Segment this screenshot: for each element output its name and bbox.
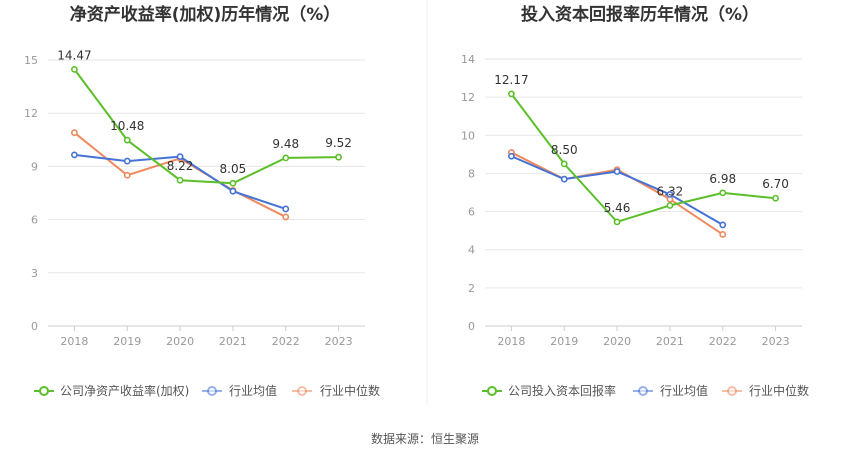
roe-company-point[interactable] — [282, 154, 290, 162]
legend-item-company[interactable]: 公司投入资本回报率 — [482, 383, 616, 398]
roe-y-tick-label: 9 — [31, 160, 38, 173]
legend-median-marker — [727, 386, 737, 396]
roe-company-point[interactable] — [335, 153, 342, 161]
roic-x-tick-label: 2018 — [497, 335, 525, 348]
roic-company-point[interactable] — [719, 189, 727, 197]
roic-industry-median-point[interactable] — [719, 231, 727, 238]
roe-x-tick-label: 2022 — [272, 335, 300, 348]
legend-company-marker — [39, 386, 49, 396]
roe-company-data-label: 8.05 — [220, 162, 247, 176]
roe-company-data-label: 9.52 — [325, 136, 352, 150]
roic-company-point[interactable] — [666, 202, 674, 209]
roe-company-data-label: 8.22 — [167, 159, 194, 173]
roe-company-data-label: 14.47 — [57, 48, 91, 62]
roic-company-data-label: 6.70 — [762, 177, 789, 191]
legend-company-label: 公司投入资本回报率 — [508, 383, 616, 398]
roic-industry-avg-point[interactable] — [560, 175, 568, 183]
roe-industry-median-point[interactable] — [123, 171, 131, 179]
roe-industry-median-point[interactable] — [71, 129, 78, 137]
roe-industry-avg-point[interactable] — [71, 151, 78, 159]
legend-item-industry-avg[interactable]: 行业均值 — [633, 383, 708, 398]
legend-median-label: 行业中位数 — [749, 383, 809, 398]
roic-x-tick-label: 2023 — [762, 335, 790, 348]
roic-chart-title: 投入资本回报率历年情况（%） — [521, 4, 759, 25]
legend-company-marker — [487, 386, 497, 396]
roic-y-tick-label: 6 — [468, 206, 475, 219]
roic-industry-avg-point[interactable] — [508, 152, 515, 160]
roic-y-tick-label: 0 — [468, 320, 475, 333]
roe-y-tick-label: 12 — [24, 107, 38, 120]
roe-industry-median-point[interactable] — [282, 213, 290, 221]
legend-item-industry-avg[interactable]: 行业均值 — [202, 383, 277, 398]
roic-industry-avg-point[interactable] — [666, 191, 674, 198]
roic-industry-avg-point[interactable] — [719, 221, 727, 229]
roic-company-point[interactable] — [508, 90, 515, 98]
roic-company-point[interactable] — [772, 194, 779, 202]
roe-y-tick-label: 0 — [31, 320, 38, 333]
roic-company-data-label: 6.32 — [657, 184, 684, 198]
legend-avg-label: 行业均值 — [660, 383, 708, 398]
roic-x-tick-label: 2020 — [603, 335, 631, 348]
roe-x-tick-label: 2020 — [166, 335, 194, 348]
roe-company-point[interactable] — [123, 136, 131, 144]
roe-x-tick-label: 2018 — [60, 335, 88, 348]
legend-avg-marker — [638, 386, 648, 396]
roic-company-data-label: 12.17 — [494, 73, 528, 87]
roic-company-line — [510, 93, 776, 224]
roe-company-data-label: 9.48 — [272, 137, 299, 151]
roic-x-tick-label: 2019 — [550, 335, 578, 348]
roe-company-data-label: 10.48 — [110, 119, 144, 133]
roic-x-tick-label: 2021 — [656, 335, 684, 348]
legend-avg-marker — [207, 386, 217, 396]
roe-x-tick-label: 2023 — [325, 335, 353, 348]
legend-item-company[interactable]: 公司净资产收益率(加权) — [34, 383, 189, 398]
roe-company-point[interactable] — [176, 176, 184, 184]
roe-y-tick-label: 3 — [31, 267, 38, 280]
data-source: 数据来源：恒生聚源 — [371, 431, 479, 446]
roic-y-tick-label: 12 — [461, 91, 475, 104]
legend-item-industry-median[interactable]: 行业中位数 — [722, 383, 809, 398]
roe-industry-median-line — [73, 131, 287, 218]
roic-y-tick-label: 10 — [461, 129, 475, 142]
roic-x-tick-label: 2022 — [709, 335, 737, 348]
roic-legend: 公司投入资本回报率 行业均值 行业中位数 — [482, 383, 809, 398]
roe-legend: 公司净资产收益率(加权) 行业均值 行业中位数 — [34, 383, 380, 398]
legend-item-industry-median[interactable]: 行业中位数 — [292, 383, 380, 398]
roe-chart-title: 净资产收益率(加权)历年情况（%） — [70, 4, 341, 25]
roe-y-tick-label: 6 — [31, 214, 38, 227]
legend-median-label: 行业中位数 — [320, 383, 380, 398]
roe-y-tick-label: 15 — [24, 54, 38, 67]
roic-company-point[interactable] — [560, 160, 568, 168]
legend-company-label: 公司净资产收益率(加权) — [60, 383, 189, 398]
legend-avg-label: 行业均值 — [229, 383, 277, 398]
roic-company-point[interactable] — [613, 218, 621, 226]
roe-company-point[interactable] — [229, 179, 237, 187]
roe-company-line — [73, 68, 339, 185]
roic-y-tick-label: 14 — [461, 53, 475, 66]
roe-industry-avg-point[interactable] — [176, 153, 184, 161]
roe-industry-avg-point[interactable] — [123, 157, 131, 165]
roic-y-tick-label: 4 — [468, 244, 475, 257]
roic-chart: 投入资本回报率历年情况（%） 0 2 4 6 8 10 12 14 2018 2019 2020 20… — [461, 4, 809, 398]
roe-company-point[interactable] — [71, 65, 78, 73]
roic-company-data-label: 5.46 — [604, 201, 631, 215]
roic-company-data-label: 6.98 — [709, 172, 736, 186]
roe-chart: 净资产收益率(加权)历年情况（%） 0 3 6 9 12 15 2018 2019 2020 20… — [24, 4, 380, 398]
roe-x-tick-label: 2019 — [113, 335, 141, 348]
roic-industry-avg-point[interactable] — [613, 168, 621, 175]
roic-y-tick-label: 2 — [468, 282, 475, 295]
legend-median-marker — [297, 386, 307, 396]
roe-x-tick-label: 2021 — [219, 335, 247, 348]
roic-company-data-label: 8.50 — [551, 143, 578, 157]
roic-y-tick-label: 8 — [468, 167, 475, 180]
roe-industry-avg-point[interactable] — [229, 187, 237, 195]
roe-industry-avg-point[interactable] — [282, 205, 290, 213]
